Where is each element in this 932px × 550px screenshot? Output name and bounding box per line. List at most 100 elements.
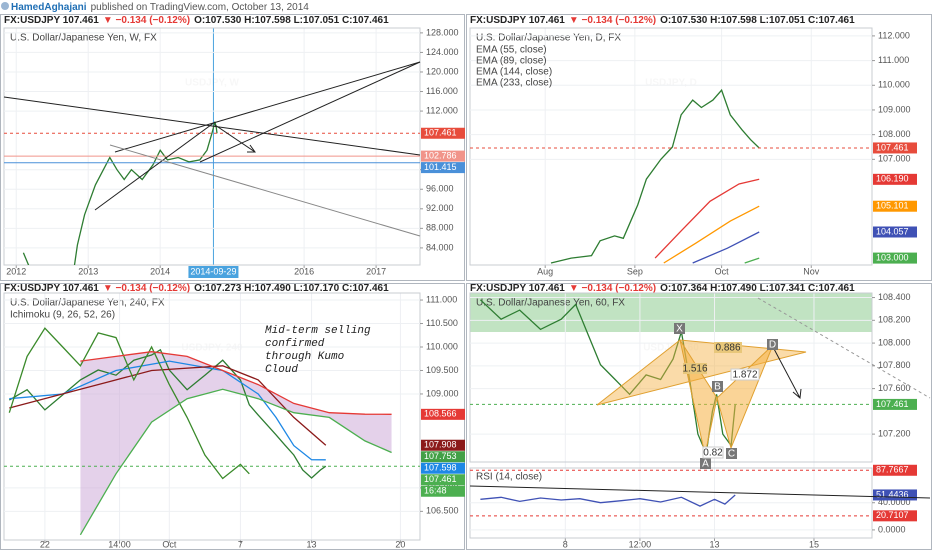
price-marker bbox=[421, 451, 465, 463]
quote-change: ▼ −0.134 (−0.12%) bbox=[569, 283, 656, 294]
quote: FX:USDJPY 107.461 ▼ −0.134 (−0.12%) O:107.… bbox=[4, 283, 389, 294]
series-line bbox=[663, 205, 760, 264]
x-tick-label: 13 bbox=[710, 539, 720, 549]
price-marker-label: 108.566 bbox=[424, 409, 457, 419]
price-marker-label: 103.000 bbox=[876, 252, 909, 262]
y-tick-label: 124.000 bbox=[426, 47, 459, 57]
series-line bbox=[550, 88, 760, 264]
y-tick-label: 112.000 bbox=[426, 105, 458, 115]
y-tick-label: 108.000 bbox=[878, 129, 911, 139]
cloud bbox=[80, 351, 392, 535]
legend-entry: EMA (89, close) bbox=[476, 56, 547, 67]
y-tick-label: 109.000 bbox=[878, 104, 911, 114]
price-marker bbox=[873, 226, 917, 238]
label-box bbox=[700, 458, 711, 469]
note: confirmed bbox=[265, 338, 325, 350]
cursor-box bbox=[188, 266, 239, 278]
drawings: Mid-term selling confirmed through Kumo … bbox=[3, 61, 931, 499]
price-marker-label: 107.753 bbox=[424, 451, 457, 461]
header: HamedAghajani published on TradingView.co… bbox=[11, 2, 309, 13]
quote-ohlc: O:107.364 H:107.490 L:107.341 C:107.461 bbox=[660, 283, 855, 294]
price-marker-label: 101.415 bbox=[424, 162, 457, 172]
note: through Kumo bbox=[265, 351, 344, 363]
pattern-label: D bbox=[769, 340, 776, 351]
x-tick-label: 14:00 bbox=[108, 539, 131, 549]
price-marker bbox=[873, 510, 917, 522]
arrow bbox=[772, 346, 802, 399]
y-tick-label: 106.500 bbox=[426, 506, 459, 516]
y-tick-label: 112.000 bbox=[878, 30, 910, 40]
plot-area bbox=[469, 292, 873, 463]
quote-symbol-price: FX:USDJPY 107.461 bbox=[470, 283, 565, 294]
panel bbox=[0, 14, 465, 281]
x-tick-label: 12:00 bbox=[629, 539, 652, 549]
price-marker bbox=[873, 200, 917, 212]
x-tick-label: 20 bbox=[395, 539, 405, 549]
y-tick-label: 107.200 bbox=[878, 428, 911, 438]
price-marker bbox=[421, 408, 465, 420]
series-line bbox=[692, 231, 760, 264]
price-marker-label: 107.461 bbox=[424, 128, 457, 138]
price-marker bbox=[873, 489, 917, 501]
label-box bbox=[683, 363, 707, 374]
y-tick-label: 110.500 bbox=[426, 318, 458, 328]
y-tick-label: 109.000 bbox=[426, 388, 459, 398]
y-tick-label: 0.0000 bbox=[878, 524, 906, 534]
trendline bbox=[469, 485, 931, 499]
price-marker bbox=[421, 162, 465, 174]
x-tick-label: 2013 bbox=[78, 266, 98, 276]
series-line bbox=[9, 360, 326, 461]
x-tick-label: 2012 bbox=[6, 266, 26, 276]
y-tick-label: 40.0000 bbox=[878, 497, 911, 507]
ratio-label: 1.516 bbox=[682, 364, 707, 375]
header-text: published on TradingView.com, October 13… bbox=[91, 2, 310, 13]
trendline bbox=[199, 61, 421, 163]
plot bbox=[22, 121, 218, 265]
trendline bbox=[114, 61, 421, 153]
y-tick-label: 128.000 bbox=[426, 27, 459, 37]
x-tick-label: Oct bbox=[162, 539, 177, 549]
price-marker-label: 107.908 bbox=[424, 440, 457, 450]
quote-change: ▼ −0.134 (−0.12%) bbox=[569, 15, 656, 26]
x-tick-label: 7 bbox=[238, 539, 243, 549]
series-line bbox=[80, 351, 392, 415]
price-marker-label: 107.461 bbox=[876, 142, 909, 152]
series-line bbox=[8, 327, 250, 480]
series-line bbox=[9, 365, 327, 446]
subtitle: U.S. Dollar/Japanese Yen, D, FX bbox=[476, 33, 621, 44]
subtitle: U.S. Dollar/Japanese Yen, W, FX bbox=[10, 33, 157, 44]
quote-symbol-price: FX:USDJPY 107.461 bbox=[470, 15, 565, 26]
y-tick-label: 107.600 bbox=[878, 383, 911, 393]
indicator-label: Ichimoku (9, 26, 52, 26) bbox=[10, 310, 115, 321]
y-tick-label: 116.000 bbox=[426, 86, 458, 96]
author[interactable]: HamedAghajani bbox=[11, 2, 87, 13]
pattern-label: X bbox=[676, 324, 683, 335]
price-marker bbox=[873, 173, 917, 185]
price-marker-label: 105.101 bbox=[876, 201, 909, 211]
y-tick-label: 110.000 bbox=[426, 341, 458, 351]
label-box bbox=[714, 342, 742, 353]
arrow bbox=[214, 124, 256, 153]
note: Mid-term selling bbox=[265, 325, 371, 337]
ratio-label: 1.872 bbox=[732, 370, 757, 381]
countdown: 16:48 bbox=[424, 486, 447, 496]
y-tick-label: 111.000 bbox=[878, 55, 909, 65]
y-tick-label: 107.000 bbox=[878, 154, 911, 164]
price-marker bbox=[873, 398, 917, 410]
x-tick-label: Oct bbox=[715, 266, 730, 276]
quote-change: ▼ −0.134 (−0.12%) bbox=[103, 15, 190, 26]
watermark: USDJPY, D bbox=[645, 78, 697, 89]
x-tick-label: Aug bbox=[537, 266, 553, 276]
plot bbox=[550, 88, 760, 264]
x-tick-label: 13 bbox=[307, 539, 317, 549]
price-marker bbox=[421, 439, 465, 451]
x-tick-label: 2017 bbox=[366, 266, 386, 276]
watermark: USDJPY, W bbox=[185, 78, 239, 89]
legend-entry: EMA (144, close) bbox=[476, 67, 552, 78]
y-tick-label: 107.800 bbox=[878, 360, 911, 370]
price-marker-label: 51.4436 bbox=[876, 489, 909, 499]
plot-area bbox=[3, 27, 421, 266]
price-marker-label: 107.461 bbox=[876, 399, 909, 409]
y-tick-label: 84.000 bbox=[426, 242, 454, 252]
y-tick-label: 96.000 bbox=[426, 184, 454, 194]
